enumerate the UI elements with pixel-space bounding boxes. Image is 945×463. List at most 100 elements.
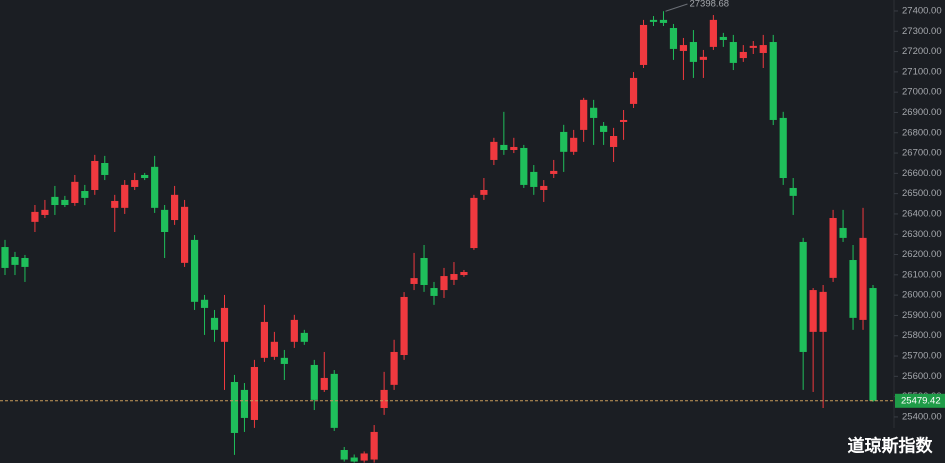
y-tick-label: 26100.00 [902, 269, 942, 280]
candle-body [739, 51, 747, 59]
candle-body [91, 160, 99, 190]
candle-body [629, 77, 638, 104]
candle-body [71, 181, 79, 203]
y-tick-label: 27300.00 [902, 26, 942, 37]
y-tick-label: 27200.00 [902, 46, 942, 57]
y-tick-label: 26400.00 [902, 208, 942, 219]
candle-body [600, 125, 608, 132]
y-tick-label: 25800.00 [902, 330, 942, 341]
y-tick-label: 26800.00 [902, 127, 942, 138]
candle-body [809, 290, 817, 332]
y-tick-label: 25600.00 [902, 371, 942, 382]
candle-body [460, 271, 468, 276]
candle-body [310, 364, 318, 400]
candle-body [480, 189, 488, 195]
candle-body [350, 457, 358, 462]
candle-body [380, 389, 388, 408]
candle-body [420, 257, 428, 285]
candle-body [819, 291, 827, 332]
candle-body [190, 239, 199, 302]
candle-body [81, 191, 89, 198]
candle-body [400, 296, 408, 356]
candle-body [699, 56, 707, 60]
candle-body [161, 209, 169, 233]
candle-body [839, 227, 847, 238]
y-tick-label: 26300.00 [902, 229, 942, 240]
candle-body [11, 256, 19, 265]
candle-body [171, 194, 179, 221]
candle-body [151, 166, 159, 208]
candle-body [759, 45, 767, 53]
chart-title: 道琼斯指数 [848, 435, 934, 455]
candle-body [121, 184, 129, 208]
candle-body [590, 107, 598, 118]
candle-body [270, 341, 278, 357]
candle-body [370, 431, 378, 460]
candle-body [21, 257, 29, 267]
candle-body [769, 42, 777, 120]
y-tick-label: 26000.00 [902, 290, 942, 301]
candle-body [51, 196, 59, 206]
candle-body [410, 278, 418, 284]
candle-body [250, 366, 259, 420]
candle-body [530, 171, 538, 187]
y-tick-label: 26700.00 [902, 148, 942, 159]
candle-body [131, 180, 139, 187]
candle-body [340, 450, 348, 460]
y-tick-label: 26200.00 [902, 249, 942, 260]
candle-body [440, 276, 448, 291]
candle-body [550, 170, 558, 174]
candle-body [859, 237, 867, 320]
candle-body [649, 19, 658, 22]
candle-body [490, 141, 498, 160]
candle-body [510, 146, 518, 151]
candle-body [829, 218, 837, 278]
candle-body [200, 299, 209, 308]
y-tick-label: 27000.00 [902, 87, 942, 98]
candle-body [669, 28, 678, 49]
candle-body [101, 162, 109, 175]
candle-body [659, 19, 668, 23]
candle-body [220, 307, 229, 342]
candle-body [330, 373, 338, 428]
max-label: 27398.68 [689, 0, 729, 10]
candle-body [61, 199, 69, 206]
max-pointer [665, 3, 688, 12]
candle-body [141, 174, 149, 179]
candle-body [619, 119, 628, 122]
candle-body [230, 382, 239, 433]
y-tick-label: 25700.00 [902, 351, 942, 362]
candle-body [709, 19, 717, 47]
candle-body [390, 351, 398, 385]
y-tick-label: 26500.00 [902, 188, 942, 199]
candle-body [679, 45, 688, 51]
candle-body [450, 274, 458, 280]
candle-body [580, 99, 588, 130]
y-tick-label: 25400.00 [902, 411, 942, 422]
watermark-bg [800, 428, 945, 463]
y-tick-label: 27400.00 [902, 5, 942, 16]
y-tick-label: 26900.00 [902, 107, 942, 118]
candle-body [749, 45, 757, 48]
last-price-box [895, 393, 945, 408]
candle-body [31, 211, 39, 222]
candle-body [869, 288, 877, 401]
candle-body [210, 317, 219, 330]
y-tick-label: 26600.00 [902, 168, 942, 179]
candle-body [300, 332, 308, 342]
candle-body [41, 209, 49, 215]
y-tick-label: 25900.00 [902, 310, 942, 321]
candle-body [430, 288, 438, 296]
candle-body [849, 260, 857, 318]
candle-body [360, 453, 368, 461]
candle-body [689, 42, 698, 62]
y-tick-label: 27100.00 [902, 66, 942, 77]
candle-body [260, 321, 268, 358]
candle-body [639, 24, 648, 65]
candle-body [500, 144, 508, 151]
candle-body [779, 117, 787, 179]
candle-body [520, 147, 528, 185]
candle-body [789, 187, 797, 196]
